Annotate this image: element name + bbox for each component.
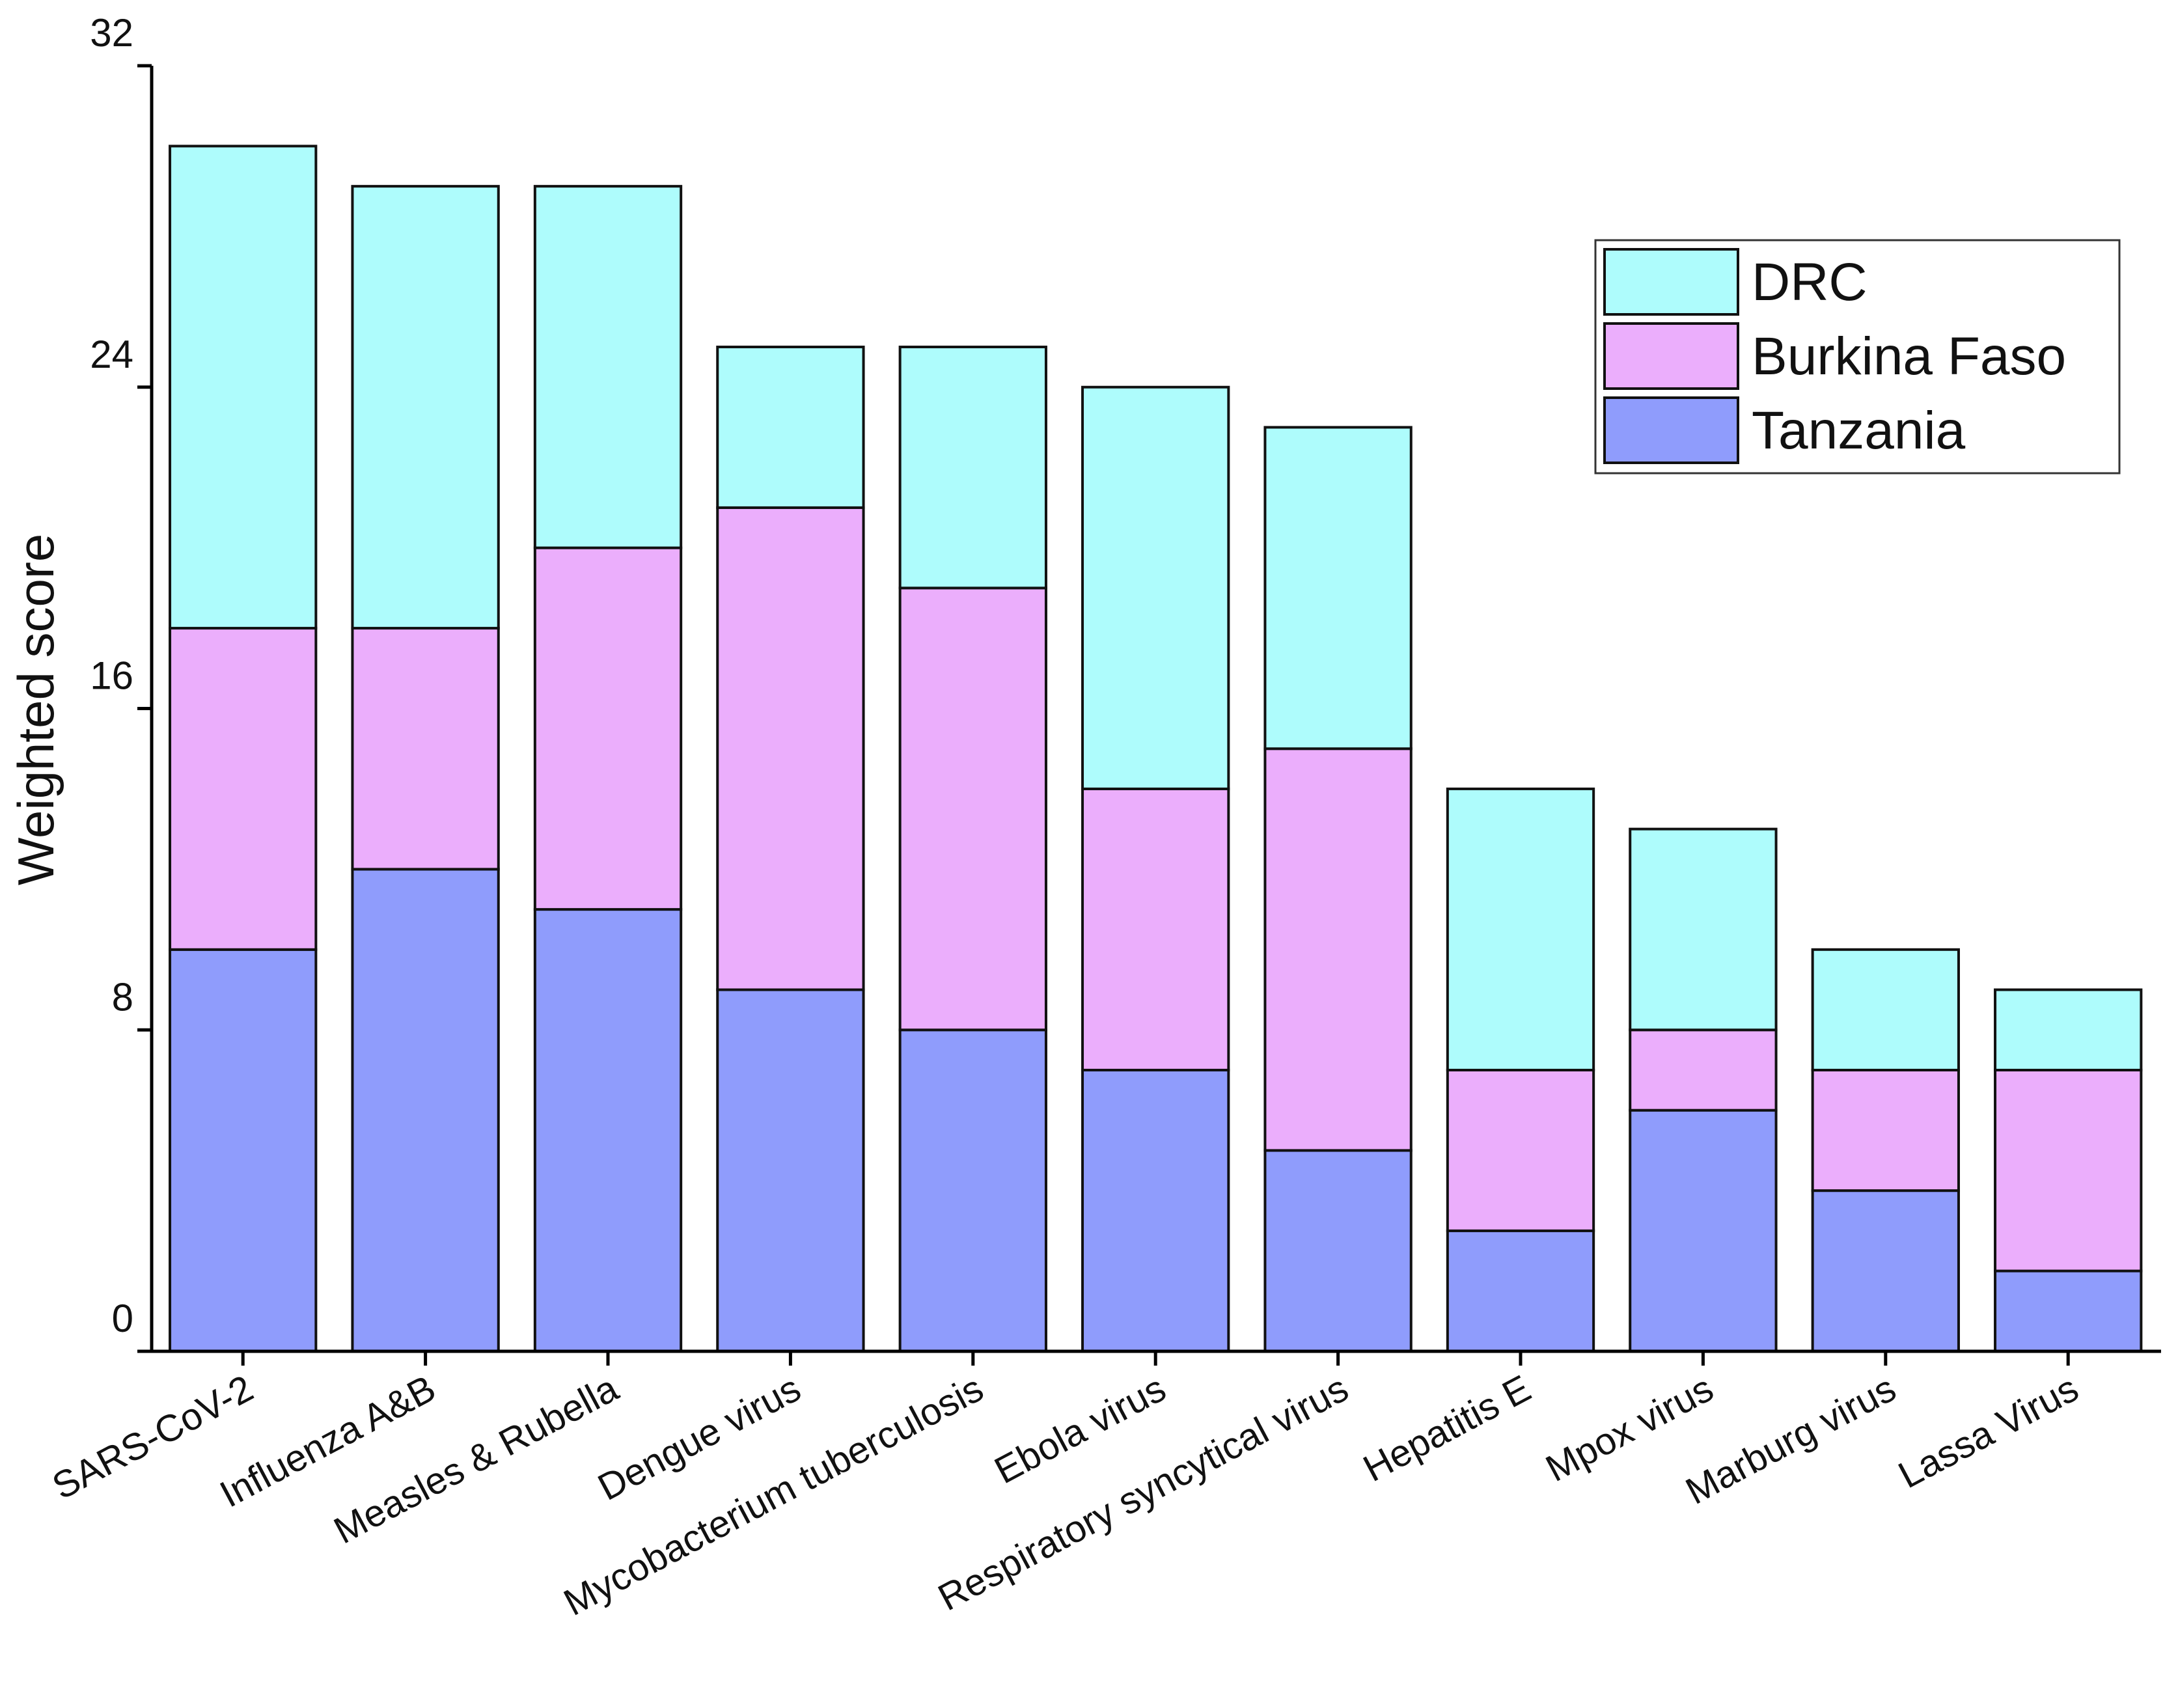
bar-segment xyxy=(1629,827,1778,1032)
bar-segment xyxy=(533,185,683,549)
y-tick-label: 8 xyxy=(112,975,133,1019)
bar-segment xyxy=(716,506,865,991)
bar-segment xyxy=(533,908,683,1353)
y-tick-label: 32 xyxy=(90,11,133,55)
bar-segment xyxy=(1994,988,2143,1071)
bar-segment xyxy=(533,546,683,911)
bar-segment xyxy=(716,988,865,1353)
bar-segment xyxy=(169,948,318,1353)
y-axis-label: Weighted score xyxy=(7,534,64,886)
bar-segment xyxy=(1081,787,1230,1071)
bar-segment xyxy=(1081,1068,1230,1353)
x-tick-label: Hepatitis E xyxy=(1357,1367,1537,1490)
bar-segment xyxy=(1994,1068,2143,1273)
bar-segment xyxy=(1263,426,1413,751)
bar-segment xyxy=(1263,1149,1413,1353)
bar-segment xyxy=(716,346,865,509)
bar-segment xyxy=(1811,1189,1960,1353)
bar-segment xyxy=(1811,1068,1960,1192)
bar-segment xyxy=(1081,385,1230,790)
bar-segment xyxy=(1446,1229,1595,1353)
y-tick-label: 16 xyxy=(90,654,133,698)
bar-segment xyxy=(1629,1109,1778,1353)
bar-segment xyxy=(1994,1269,2143,1353)
bar-segment xyxy=(169,145,318,630)
bar-segment xyxy=(898,1028,1047,1353)
bar-segment xyxy=(1263,747,1413,1152)
bar-segment xyxy=(1446,1068,1595,1232)
legend-label: Tanzania xyxy=(1752,401,1966,460)
y-tick-label: 0 xyxy=(112,1297,133,1340)
x-tick-label: Lassa Virus xyxy=(1892,1367,2085,1496)
y-tick-label: 24 xyxy=(90,333,133,376)
bar-segment xyxy=(169,627,318,951)
legend-swatch xyxy=(1603,322,1739,390)
bar-segment xyxy=(351,627,500,871)
bar-segment xyxy=(1811,948,1960,1071)
bar-segment xyxy=(351,868,500,1353)
bar-segment xyxy=(1629,1028,1778,1112)
bar-segment xyxy=(898,346,1047,590)
bar-segment xyxy=(351,185,500,630)
legend-swatch xyxy=(1603,248,1739,316)
bar-segment xyxy=(1446,787,1595,1071)
legend-swatch xyxy=(1603,396,1739,464)
legend-label: DRC xyxy=(1752,253,1868,312)
x-tick-label: Marburg virus xyxy=(1679,1367,1903,1513)
bar-segment xyxy=(898,586,1047,1032)
legend-label: Burkina Faso xyxy=(1752,327,2066,386)
